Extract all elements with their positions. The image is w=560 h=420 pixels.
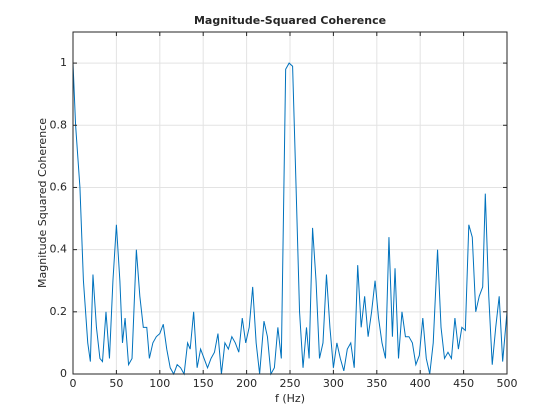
y-tick-label: 0.6 — [50, 180, 68, 193]
x-tick-label: 50 — [109, 377, 123, 390]
data-line — [72, 62, 508, 376]
y-tick-label: 0.8 — [50, 118, 68, 131]
x-tick-label: 450 — [453, 377, 474, 390]
plot — [72, 62, 508, 376]
x-tick-label: 250 — [280, 377, 301, 390]
x-tick-label: 0 — [70, 377, 77, 390]
x-tick-label: 100 — [149, 377, 170, 390]
x-tick-label: 400 — [410, 377, 431, 390]
y-tick-label: 0.2 — [50, 305, 68, 318]
x-tick-label: 300 — [323, 377, 344, 390]
x-tick-label: 500 — [497, 377, 518, 390]
x-tick-label: 350 — [366, 377, 387, 390]
x-tick-label: 150 — [193, 377, 214, 390]
x-axis-label: f (Hz) — [275, 392, 305, 405]
y-tick-label: 0.4 — [50, 243, 68, 256]
y-tick-label: 0 — [60, 367, 67, 380]
y-axis-label: Magnitude Squared Coherence — [36, 118, 49, 288]
x-tick-label: 200 — [236, 377, 257, 390]
chart-title: Magnitude-Squared Coherence — [194, 14, 386, 27]
y-tick-label: 1 — [60, 56, 67, 69]
